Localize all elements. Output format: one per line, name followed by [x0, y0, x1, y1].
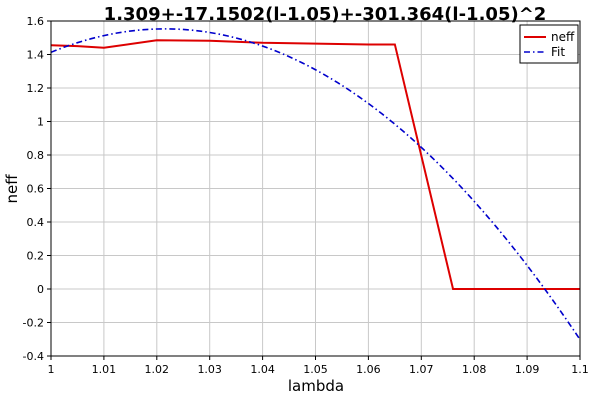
x-axis-ticks: 1 1.01 1.02 1.03 1.04 1.05 1.06 1.07 1.08 1.09 1.1	[48, 356, 589, 376]
x-tick-label: 1.06	[356, 363, 381, 376]
x-tick-label: 1.09	[515, 363, 540, 376]
y-tick-label: 1	[37, 116, 44, 129]
y-tick-label: 0	[37, 283, 44, 296]
y-tick-label: 1.4	[27, 49, 45, 62]
legend-label-neff: neff	[551, 30, 575, 44]
legend-box	[519, 24, 579, 64]
series-lines	[50, 28, 581, 341]
y-tick-label: 1.2	[27, 82, 45, 95]
series-line-fit	[50, 28, 581, 341]
y-tick-label: 1.6	[27, 15, 45, 28]
x-tick-label: 1	[48, 363, 55, 376]
legend-label-fit: Fit	[551, 45, 565, 59]
y-tick-label: -0.4	[23, 350, 44, 363]
x-axis-label: lambda	[288, 377, 344, 395]
x-tick-label: 1.1	[571, 363, 589, 376]
x-tick-label: 1.08	[462, 363, 487, 376]
y-axis-label: neff	[3, 174, 21, 204]
y-tick-label: 0.8	[27, 149, 45, 162]
chart-title: 1.309+-17.1502(l-1.05)+-301.364(l-1.05)^…	[104, 4, 547, 25]
series-line-neff	[50, 39, 580, 290]
y-axis-ticks: -0.4 -0.2 0 0.2 0.4 0.6 0.8 1 1.2 1.4 1.6	[23, 15, 51, 363]
y-tick-label: -0.2	[23, 317, 44, 330]
y-tick-label: 0.4	[27, 216, 45, 229]
x-tick-label: 1.05	[303, 363, 328, 376]
y-tick-label: 0.6	[27, 183, 45, 196]
y-tick-label: 0.2	[27, 250, 45, 263]
x-tick-label: 1.04	[250, 363, 275, 376]
grid	[50, 20, 581, 357]
x-tick-label: 1.07	[409, 363, 434, 376]
x-tick-label: 1.01	[92, 363, 117, 376]
x-tick-label: 1.03	[197, 363, 222, 376]
x-tick-label: 1.02	[145, 363, 170, 376]
